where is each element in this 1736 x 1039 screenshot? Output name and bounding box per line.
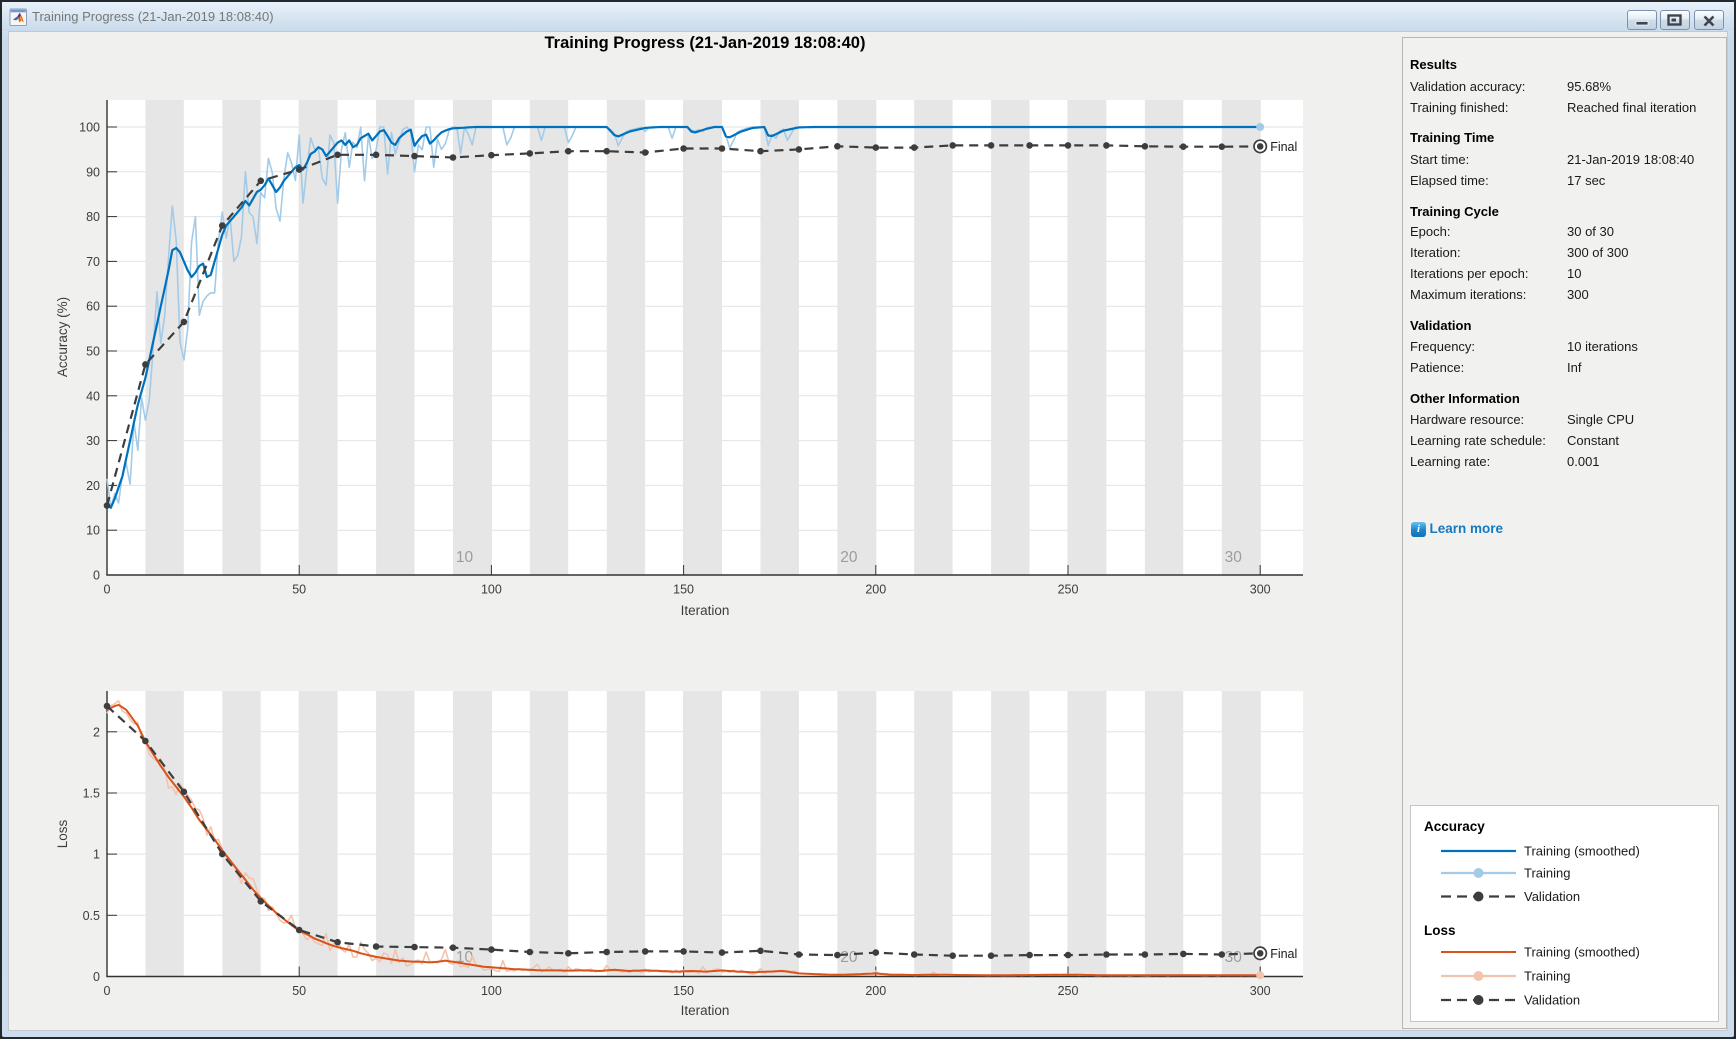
svg-text:70: 70: [86, 255, 100, 269]
svg-text:Final: Final: [1270, 140, 1297, 154]
svg-text:0: 0: [93, 970, 100, 984]
svg-text:Validation: Validation: [1524, 993, 1580, 1008]
svg-text:10: 10: [456, 949, 474, 966]
svg-text:2: 2: [93, 725, 100, 739]
svg-text:30: 30: [1225, 549, 1243, 566]
svg-text:100: 100: [481, 583, 502, 597]
svg-text:250: 250: [1058, 984, 1079, 998]
svg-text:60: 60: [86, 300, 100, 314]
svg-text:0: 0: [93, 569, 100, 583]
svg-text:50: 50: [86, 345, 100, 359]
svg-text:Iteration: Iteration: [681, 603, 730, 618]
svg-text:Training: Training: [1524, 969, 1570, 984]
svg-text:150: 150: [673, 583, 694, 597]
svg-text:1: 1: [93, 848, 100, 862]
svg-text:0: 0: [104, 583, 111, 597]
svg-text:80: 80: [86, 210, 100, 224]
svg-text:Loss: Loss: [55, 819, 70, 848]
svg-text:10: 10: [456, 549, 474, 566]
svg-text:20: 20: [840, 549, 858, 566]
svg-text:Validation: Validation: [1524, 889, 1580, 904]
svg-text:0: 0: [104, 984, 111, 998]
svg-text:90: 90: [86, 165, 100, 179]
svg-text:50: 50: [292, 583, 306, 597]
svg-text:20: 20: [840, 949, 858, 966]
svg-text:250: 250: [1058, 583, 1079, 597]
svg-text:Accuracy (%): Accuracy (%): [55, 297, 70, 377]
svg-text:30: 30: [86, 434, 100, 448]
svg-text:20: 20: [86, 479, 100, 493]
svg-text:Training (smoothed): Training (smoothed): [1524, 945, 1640, 960]
svg-text:200: 200: [865, 984, 886, 998]
svg-text:50: 50: [292, 984, 306, 998]
svg-text:Training: Training: [1524, 866, 1570, 881]
svg-text:0.5: 0.5: [83, 909, 100, 923]
svg-text:300: 300: [1250, 583, 1271, 597]
svg-text:10: 10: [86, 524, 100, 538]
svg-text:100: 100: [79, 121, 100, 135]
svg-text:Training (smoothed): Training (smoothed): [1524, 844, 1640, 859]
svg-text:1.5: 1.5: [83, 787, 100, 801]
svg-text:100: 100: [481, 984, 502, 998]
svg-text:200: 200: [865, 583, 886, 597]
svg-text:Final: Final: [1270, 947, 1297, 961]
svg-text:150: 150: [673, 984, 694, 998]
svg-text:40: 40: [86, 389, 100, 403]
svg-text:Iteration: Iteration: [681, 1003, 730, 1018]
svg-text:300: 300: [1250, 984, 1271, 998]
